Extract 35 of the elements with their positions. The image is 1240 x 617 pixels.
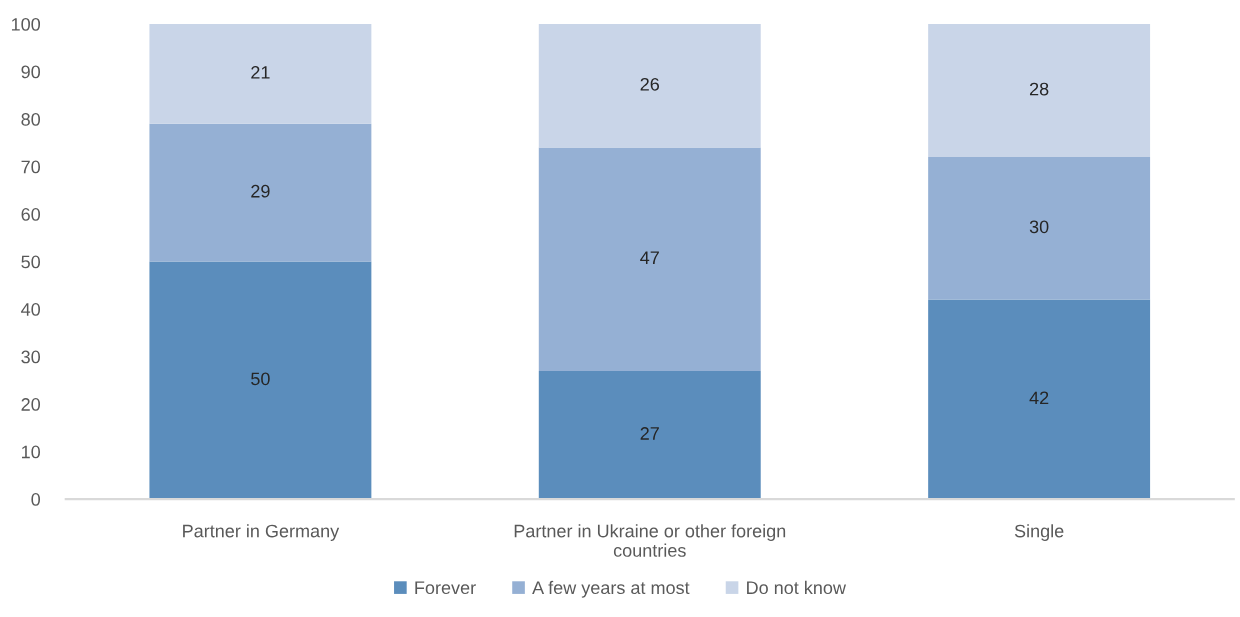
data-label: 42 bbox=[1029, 391, 1049, 405]
data-label: 30 bbox=[1029, 220, 1049, 234]
y-tick-label: 70 bbox=[21, 160, 41, 174]
legend-label: A few years at most bbox=[532, 580, 690, 598]
data-label: 28 bbox=[1029, 82, 1049, 96]
bar bbox=[928, 24, 1151, 158]
bar bbox=[538, 147, 761, 371]
data-label: 26 bbox=[640, 77, 660, 91]
x-tick-label: Partner in Ukraine or other foreign countries bbox=[514, 524, 786, 557]
y-tick-label: 0 bbox=[31, 493, 41, 506]
y-tick-label: 10 bbox=[22, 445, 41, 459]
data-label: 47 bbox=[640, 251, 659, 264]
y-tick-label: 30 bbox=[21, 350, 41, 364]
y-tick-label: 80 bbox=[21, 113, 41, 126]
bar bbox=[149, 123, 372, 262]
bar bbox=[928, 299, 1151, 500]
data-label: 29 bbox=[251, 184, 270, 198]
legend-label: Do not know bbox=[747, 580, 846, 595]
data-label: 21 bbox=[251, 66, 270, 79]
bar bbox=[538, 24, 761, 148]
y-tick-label: 100 bbox=[11, 18, 41, 31]
y-tick-label: 90 bbox=[21, 65, 41, 79]
x-tick-label: Single bbox=[1014, 524, 1064, 541]
bar bbox=[149, 261, 372, 500]
x-tick-label: Partner in Germany bbox=[183, 524, 340, 541]
bar bbox=[149, 24, 372, 124]
legend-label: Forever bbox=[415, 581, 476, 595]
y-tick-label: 20 bbox=[21, 398, 41, 411]
data-label: 50 bbox=[251, 372, 270, 386]
y-tick-label: 60 bbox=[21, 208, 41, 221]
y-tick-label: 40 bbox=[21, 303, 41, 316]
bar bbox=[928, 157, 1151, 300]
bar bbox=[538, 370, 761, 500]
y-tick-label: 50 bbox=[21, 255, 41, 269]
data-label: 27 bbox=[640, 427, 659, 440]
